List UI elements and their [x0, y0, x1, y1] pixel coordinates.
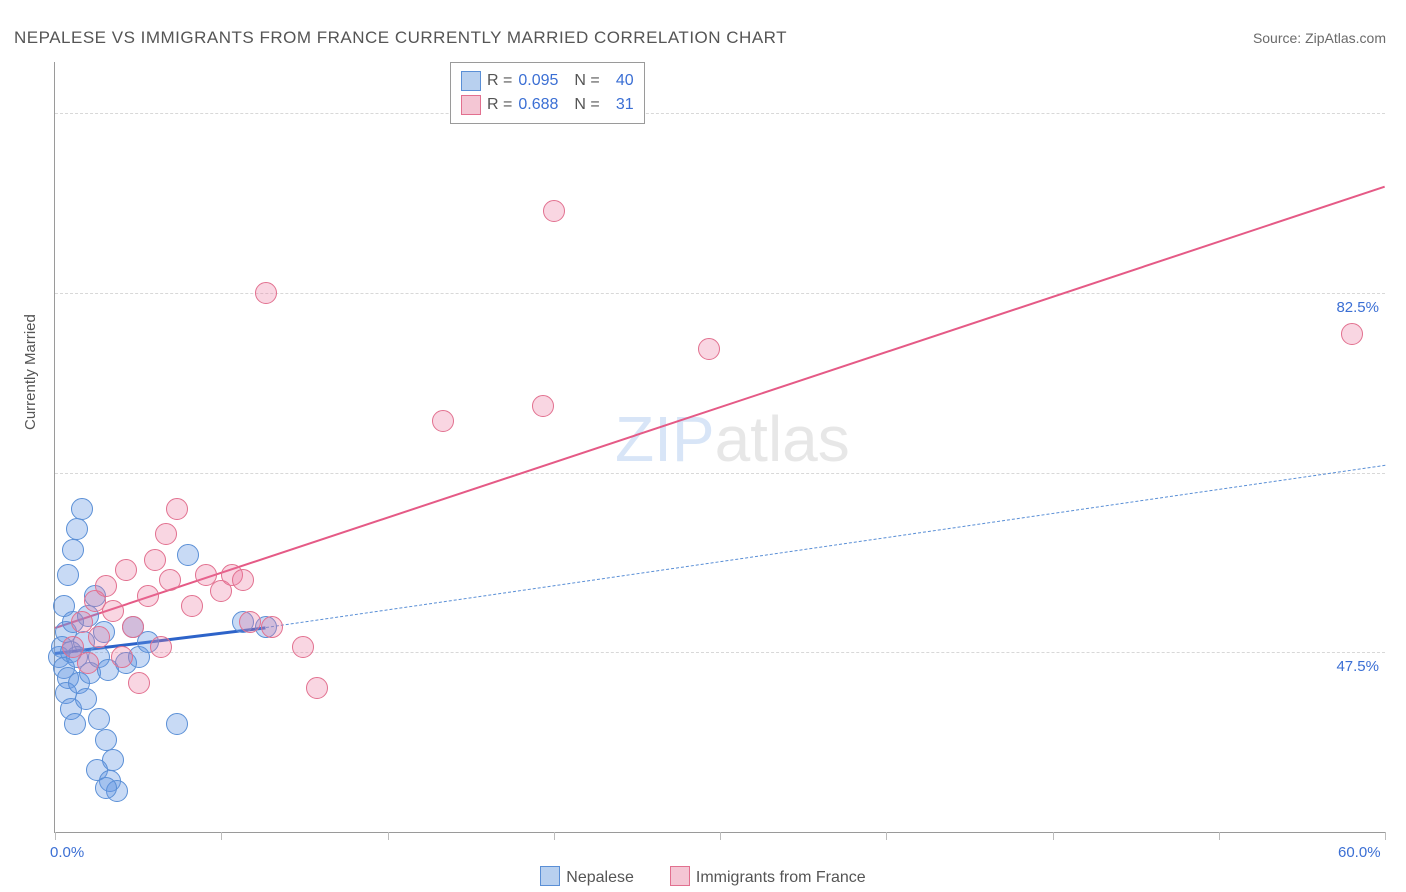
data-point — [88, 626, 110, 648]
data-point — [239, 611, 261, 633]
r-value: 0.688 — [518, 93, 568, 117]
x-tick — [388, 832, 389, 840]
data-point — [166, 713, 188, 735]
data-point — [155, 523, 177, 545]
data-point — [432, 410, 454, 432]
x-tick — [886, 832, 887, 840]
r-label: R = — [487, 69, 512, 93]
legend-item: Immigrants from France — [670, 869, 866, 886]
x-tick — [554, 832, 555, 840]
y-axis-label: Currently Married — [22, 314, 39, 430]
data-point — [66, 518, 88, 540]
plot-area: ZIPatlas 47.5% 82.5% — [54, 62, 1385, 833]
n-label: N = — [574, 93, 599, 117]
n-label: N = — [574, 69, 599, 93]
data-point — [122, 616, 144, 638]
watermark: ZIPatlas — [615, 402, 850, 476]
data-point — [102, 600, 124, 622]
data-point — [255, 282, 277, 304]
gridline — [55, 652, 1385, 653]
n-value: 31 — [606, 93, 634, 117]
y-tick-label: 47.5% — [1336, 658, 1379, 675]
n-value: 40 — [606, 69, 634, 93]
legend-swatch — [540, 866, 560, 886]
legend-swatch — [461, 95, 481, 115]
data-point — [115, 559, 137, 581]
data-point — [53, 595, 75, 617]
data-point — [95, 575, 117, 597]
data-point — [144, 549, 166, 571]
data-point — [95, 777, 117, 799]
data-point — [306, 677, 328, 699]
data-point — [77, 652, 99, 674]
legend-stats: R =0.095N = 40 R =0.688N = 31 — [450, 62, 645, 124]
data-point — [64, 713, 86, 735]
legend-row: R =0.688N = 31 — [461, 93, 634, 117]
data-point — [166, 498, 188, 520]
chart-title: NEPALESE VS IMMIGRANTS FROM FRANCE CURRE… — [14, 28, 787, 48]
data-point — [261, 616, 283, 638]
legend-swatch — [461, 71, 481, 91]
r-label: R = — [487, 93, 512, 117]
data-point — [57, 564, 79, 586]
data-point — [111, 646, 133, 668]
data-point — [181, 595, 203, 617]
x-tick-label: 60.0% — [1338, 844, 1381, 861]
data-point — [75, 688, 97, 710]
data-point — [532, 395, 554, 417]
x-tick — [55, 832, 56, 840]
x-tick-label: 0.0% — [50, 844, 84, 861]
gridline — [55, 473, 1385, 474]
data-point — [128, 672, 150, 694]
data-point — [62, 539, 84, 561]
data-point — [543, 200, 565, 222]
x-tick — [720, 832, 721, 840]
x-tick — [1053, 832, 1054, 840]
gridline — [55, 113, 1385, 114]
legend-row: R =0.095N = 40 — [461, 69, 634, 93]
data-point — [1341, 323, 1363, 345]
legend-bottom: Nepalese Immigrants from France — [0, 866, 1406, 887]
legend-swatch — [670, 866, 690, 886]
data-point — [88, 708, 110, 730]
x-tick — [221, 832, 222, 840]
y-tick-label: 82.5% — [1336, 299, 1379, 316]
data-point — [71, 498, 93, 520]
data-point — [698, 338, 720, 360]
data-point — [150, 636, 172, 658]
data-point — [159, 569, 181, 591]
data-point — [95, 729, 117, 751]
data-point — [292, 636, 314, 658]
x-tick — [1219, 832, 1220, 840]
data-point — [232, 569, 254, 591]
source-label: Source: ZipAtlas.com — [1253, 30, 1386, 46]
data-point — [177, 544, 199, 566]
legend-item: Nepalese — [540, 869, 634, 886]
r-value: 0.095 — [518, 69, 568, 93]
data-point — [71, 611, 93, 633]
x-tick — [1385, 832, 1386, 840]
regression-line — [266, 464, 1386, 627]
data-point — [137, 585, 159, 607]
